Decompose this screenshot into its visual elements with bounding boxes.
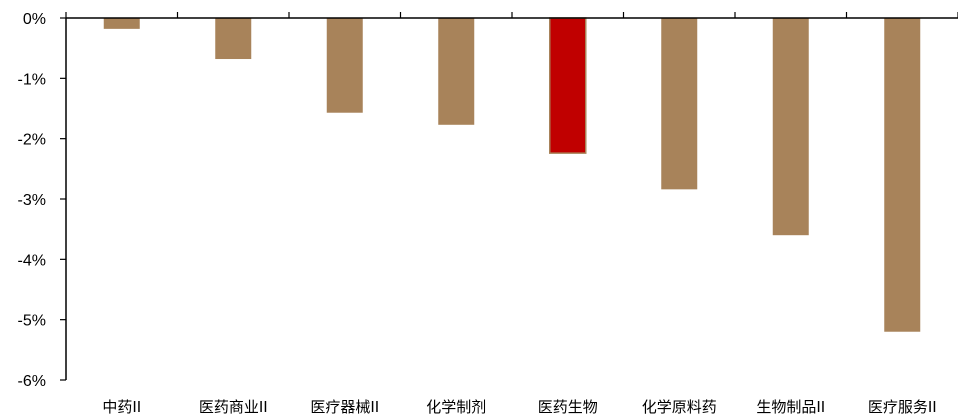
x-category-label: 医药商业II: [199, 398, 268, 416]
x-category-label: 中药II: [102, 398, 141, 416]
y-tick-label: 0%: [23, 11, 46, 28]
y-tick-label: -6%: [18, 373, 46, 390]
x-category-labels: 中药II 医药商业II 医疗器械II 化学制剂 医药生物 化学原料药 生物制品II 医疗服务I…: [102, 398, 936, 416]
bar-化学原料药: [661, 18, 698, 190]
bar-化学制剂: [438, 18, 475, 125]
y-tick-labels: 0% -1% -2% -3% -4% -5% -6%: [18, 11, 46, 390]
x-category-label: 医疗服务II: [868, 398, 937, 416]
y-tick-label: -2%: [18, 132, 46, 149]
x-category-label: 医药生物: [538, 398, 598, 416]
y-tick-label: -5%: [18, 313, 46, 330]
y-tick-label: -1%: [18, 71, 46, 88]
x-category-label: 化学制剂: [426, 398, 486, 416]
x-category-label: 医疗器械II: [310, 398, 379, 416]
bar-生物制品II: [772, 18, 809, 236]
bar-医药生物: [549, 17, 587, 154]
y-tick-label: -4%: [18, 252, 46, 269]
bar-医药商业II: [215, 18, 252, 60]
x-category-label: 生物制品II: [756, 398, 825, 416]
bar-医疗服务II: [884, 18, 921, 332]
y-tick-label: -3%: [18, 192, 46, 209]
bar-中药II: [103, 18, 140, 29]
bar-医疗器械II: [326, 18, 363, 113]
axes-group: [60, 12, 958, 381]
bars-group: [103, 17, 921, 332]
x-category-label: 化学原料药: [642, 398, 717, 416]
